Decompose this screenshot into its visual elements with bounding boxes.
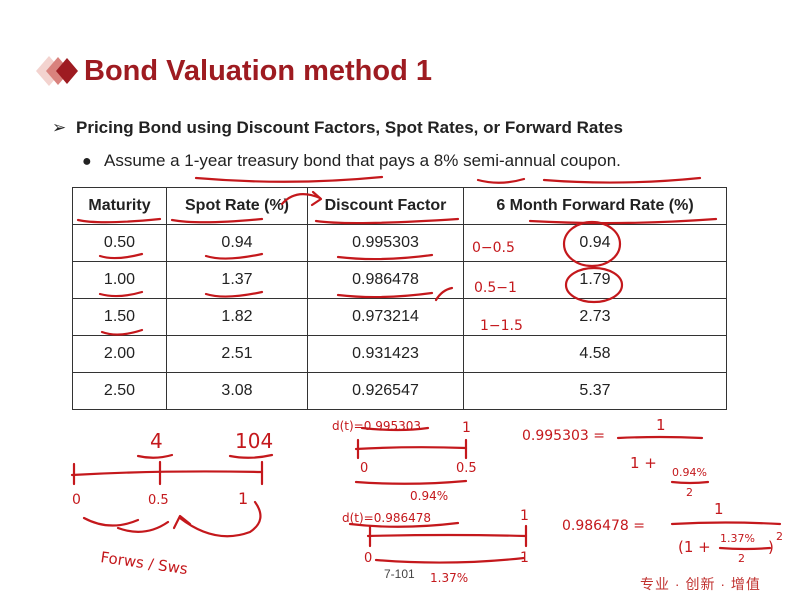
cell-maturity: 2.50 <box>72 372 167 410</box>
cell-maturity: 2.00 <box>72 335 167 373</box>
ink-d1-rate: 0.94% <box>410 489 448 503</box>
ink-d1-t05: 0.5 <box>456 461 477 476</box>
cell-forward-rate: 4.58 <box>463 335 727 373</box>
ink-eq1-frac-den: 2 <box>686 486 693 499</box>
ink-d2-label: d(t)=0.986478 <box>342 511 431 525</box>
sub-bullet: ● Assume a 1-year treasury bond that pays… <box>82 151 621 171</box>
cell-discount-factor: 0.995303 <box>307 224 464 262</box>
cell-forward-rate: 5.37 <box>463 372 727 410</box>
diamond-logo-icon <box>36 56 78 86</box>
cell-forward-rate: 2.73 <box>463 298 727 336</box>
ink-d2-rate: 1.37% <box>430 571 468 585</box>
ink-timeline <box>354 446 468 451</box>
ink-t0: 0 <box>72 492 81 508</box>
cell-maturity: 1.50 <box>72 298 167 336</box>
ink-eq2-den: (1 + <box>678 538 711 556</box>
header-spot-rate: Spot Rate (%) <box>166 187 308 225</box>
sub-bullet-text: Assume a 1-year treasury bond that pays … <box>104 151 621 170</box>
ink-t1: 1 <box>238 489 248 508</box>
table-row: 1.00 1.37 0.986478 1.79 <box>72 261 727 299</box>
header-maturity: Maturity <box>72 187 167 225</box>
footer-brand: 专业 · 创新 · 增值 <box>640 576 761 592</box>
ink-face: 104 <box>235 429 273 453</box>
ink-eq2-exp: 2 <box>776 530 783 543</box>
cell-spot-rate: 0.94 <box>166 224 308 262</box>
main-bullet-text: Pricing Bond using Discount Factors, Spo… <box>76 118 623 137</box>
ink-arc <box>82 516 140 527</box>
cell-discount-factor: 0.973214 <box>307 298 464 336</box>
ink-eq1-lhs: 0.995303 = <box>522 428 605 444</box>
ink-eq1-frac-num: 0.94% <box>672 466 707 479</box>
table-row: 0.50 0.94 0.995303 0.94 <box>72 224 727 262</box>
table-row: 1.50 1.82 0.973214 2.73 <box>72 298 727 336</box>
cell-spot-rate: 3.08 <box>166 372 308 410</box>
cell-discount-factor: 0.931423 <box>307 335 464 373</box>
table-row: 2.00 2.51 0.931423 4.58 <box>72 335 727 373</box>
ink-eq2-frac-num: 1.37% <box>720 532 755 545</box>
ink-d1-label: d(t)=0.995303 <box>332 419 421 433</box>
cell-discount-factor: 0.986478 <box>307 261 464 299</box>
ink-eq1-den: 1 + <box>630 454 657 472</box>
ink-underline <box>194 175 384 183</box>
ink-arc <box>178 500 262 538</box>
main-bullet: ➢ Pricing Bond using Discount Factors, Sp… <box>52 118 623 138</box>
ink-eq2-lhs: 0.986478 = <box>562 518 645 534</box>
cell-discount-factor: 0.926547 <box>307 372 464 410</box>
ink-eq2-close: ) <box>768 538 774 556</box>
ink-underline <box>542 176 702 184</box>
ink-timeline <box>70 470 264 477</box>
ink-eq2-num: 1 <box>714 500 724 518</box>
cell-maturity: 1.00 <box>72 261 167 299</box>
table-row: 2.50 3.08 0.926547 5.37 <box>72 372 727 410</box>
cell-forward-rate: 0.94 <box>463 224 727 262</box>
ink-eq1-num: 1 <box>656 416 666 434</box>
header-discount-factor: Discount Factor <box>307 187 464 225</box>
ink-eq2-frac-den: 2 <box>738 552 745 565</box>
ink-d2-end: 1 <box>520 508 529 524</box>
ink-d1-t0: 0 <box>360 461 368 476</box>
ink-method: Forws / Sws <box>99 548 189 578</box>
ink-arc <box>116 520 170 533</box>
arrow-bullet-icon: ➢ <box>52 118 67 137</box>
ink-t05: 0.5 <box>148 493 169 508</box>
ink-coupon: 4 <box>150 429 163 453</box>
ink-timeline <box>366 533 528 538</box>
dot-bullet-icon: ● <box>82 153 92 170</box>
slide-title: Bond Valuation method 1 <box>84 55 433 87</box>
page-number: 7-101 <box>384 567 415 581</box>
ink-d2-t0: 0 <box>364 551 372 566</box>
header-forward-rate: 6 Month Forward Rate (%) <box>463 187 727 225</box>
ink-d1-end: 1 <box>462 420 471 436</box>
cell-forward-rate: 1.79 <box>463 261 727 299</box>
rates-table: Maturity Spot Rate (%) Discount Factor 6… <box>72 187 727 410</box>
ink-underline <box>476 177 526 184</box>
cell-maturity: 0.50 <box>72 224 167 262</box>
cell-spot-rate: 1.37 <box>166 261 308 299</box>
ink-d2-t1: 1 <box>520 550 529 566</box>
cell-spot-rate: 1.82 <box>166 298 308 336</box>
table-header-row: Maturity Spot Rate (%) Discount Factor 6… <box>72 187 727 225</box>
cell-spot-rate: 2.51 <box>166 335 308 373</box>
